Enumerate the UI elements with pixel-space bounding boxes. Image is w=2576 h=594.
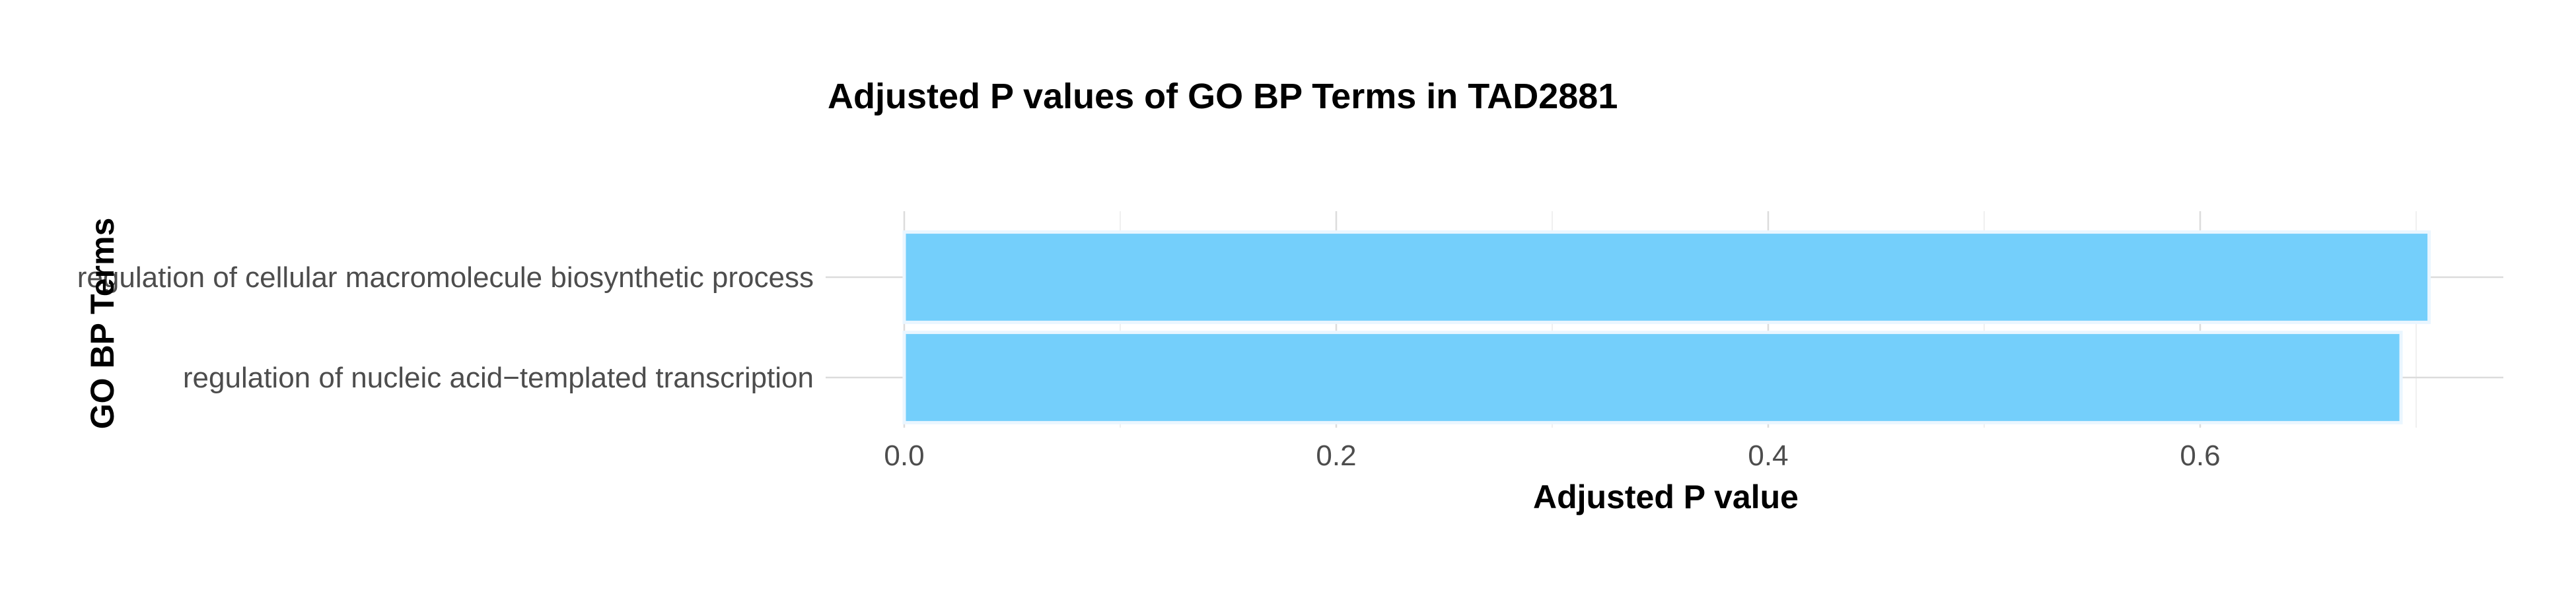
x-tick-label: 0.4 — [1748, 440, 1788, 472]
y-axis-title: GO BP Terms — [84, 218, 121, 429]
x-tick-label: 0.2 — [1316, 440, 1356, 472]
category-labels: regulation of cellular macromolecule bio… — [77, 261, 814, 394]
x-axis-title: Adjusted P value — [1533, 478, 1799, 515]
chart-title: Adjusted P values of GO BP Terms in TAD2… — [828, 77, 1618, 116]
x-tick-label: 0.6 — [2180, 440, 2220, 472]
bar — [902, 230, 2431, 324]
x-tick-labels: 0.0 0.2 0.4 0.6 — [884, 440, 2220, 472]
bar — [902, 331, 2403, 424]
x-tick-label: 0.0 — [884, 440, 924, 472]
bars — [902, 230, 2431, 424]
category-label: regulation of nucleic acid−templated tra… — [183, 362, 814, 394]
category-label: regulation of cellular macromolecule bio… — [77, 261, 814, 294]
